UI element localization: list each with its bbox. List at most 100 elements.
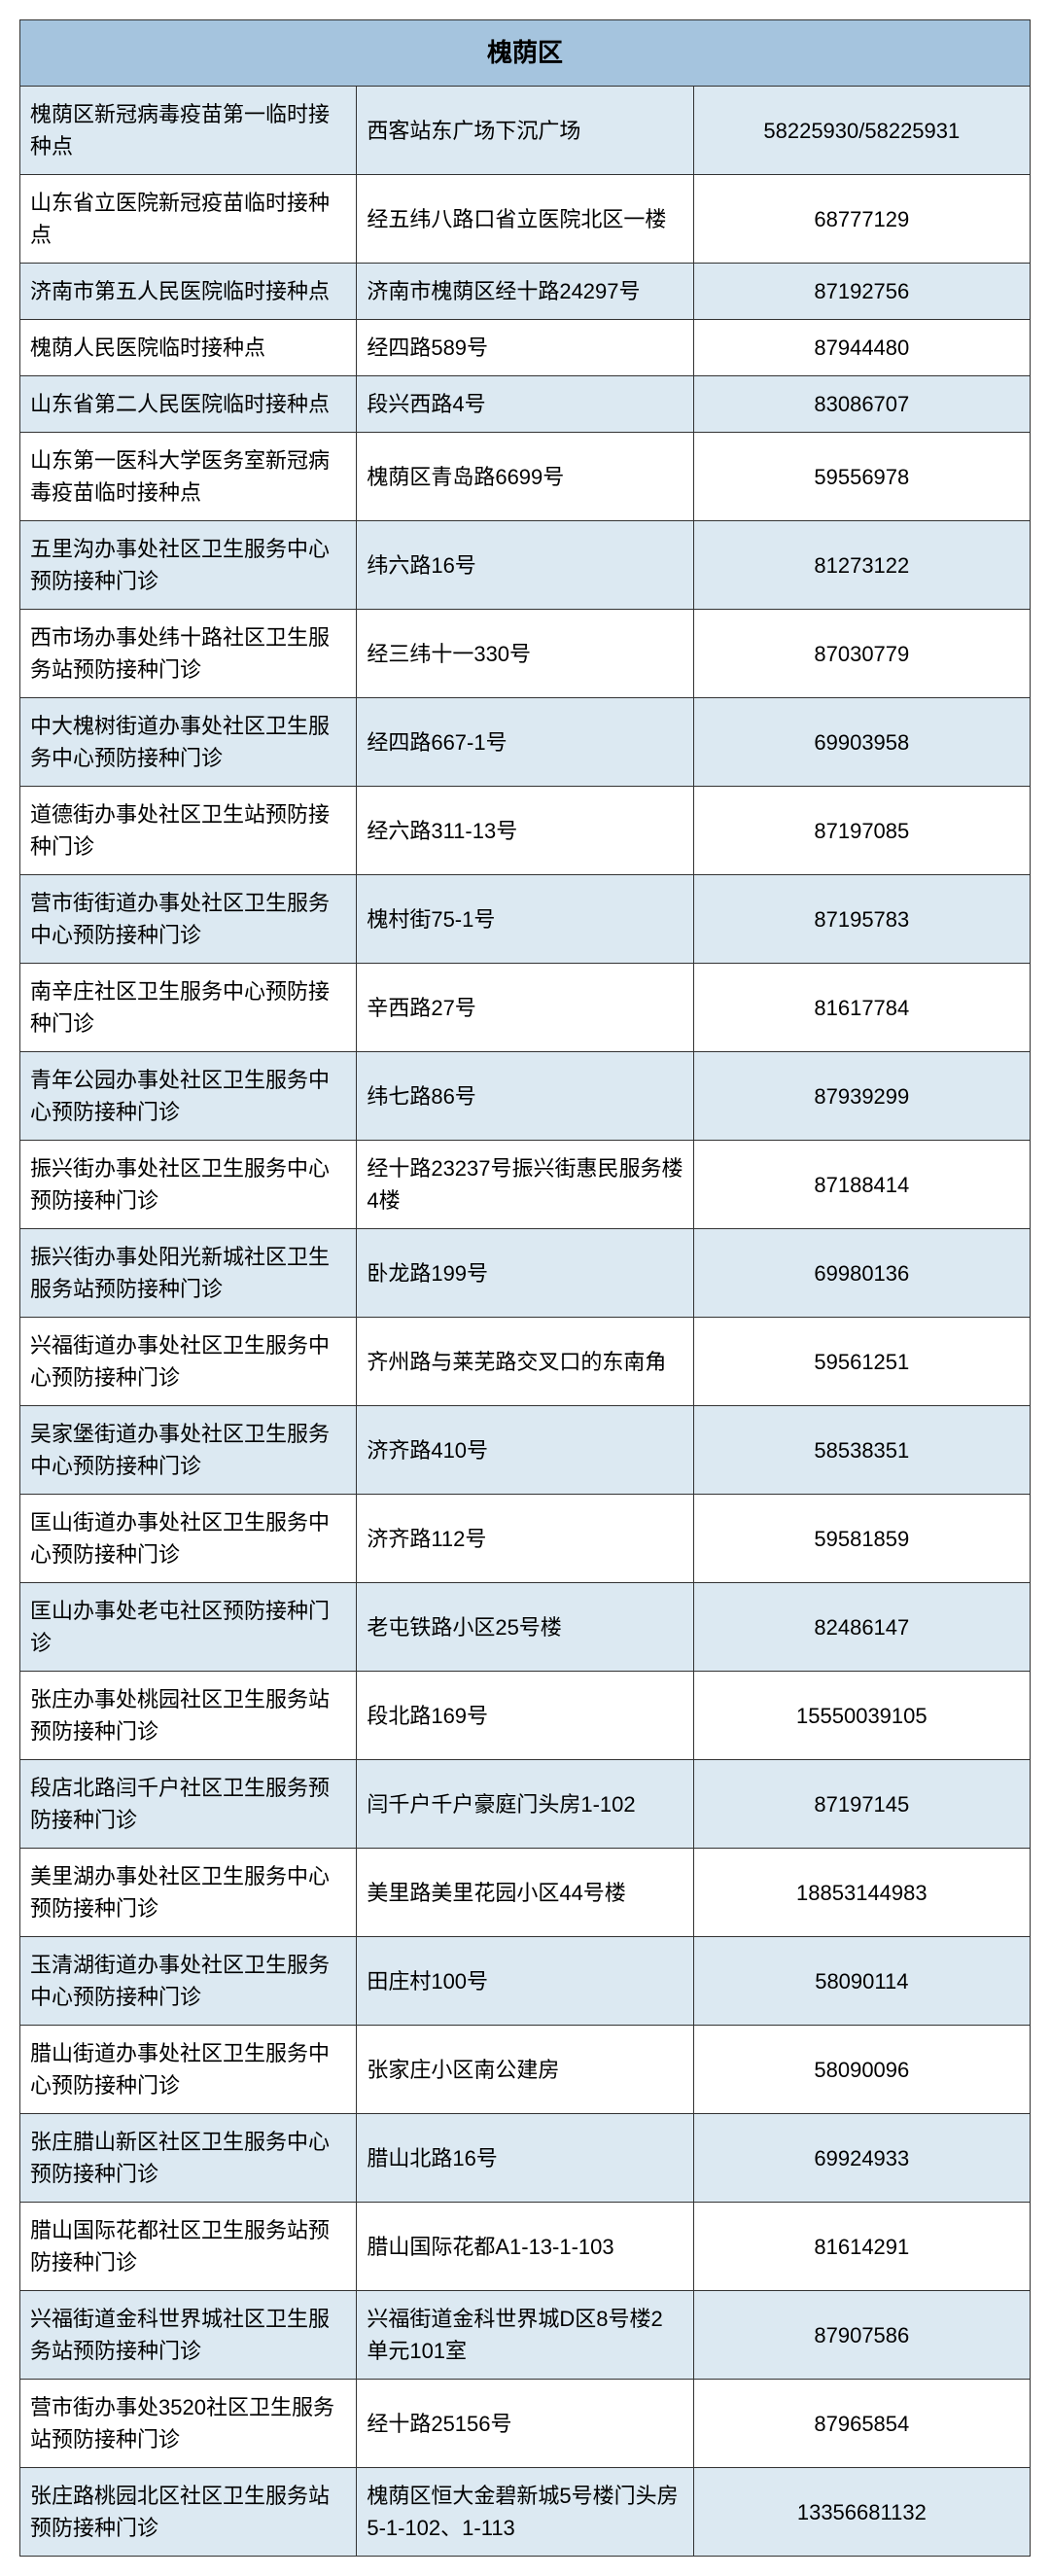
site-phone-cell: 87197145 (693, 1760, 1030, 1849)
site-address-cell: 段北路169号 (357, 1672, 693, 1760)
site-phone-cell: 59581859 (693, 1495, 1030, 1583)
table-row: 玉清湖街道办事处社区卫生服务中心预防接种门诊田庄村100号58090114 (20, 1937, 1031, 2026)
site-phone-cell: 83086707 (693, 376, 1030, 433)
site-phone-cell: 69903958 (693, 698, 1030, 787)
table-row: 槐荫区新冠病毒疫苗第一临时接种点西客站东广场下沉广场58225930/58225… (20, 87, 1031, 175)
site-address-cell: 纬七路86号 (357, 1052, 693, 1141)
site-name-cell: 美里湖办事处社区卫生服务中心预防接种门诊 (20, 1849, 357, 1937)
table-row: 青年公园办事处社区卫生服务中心预防接种门诊纬七路86号87939299 (20, 1052, 1031, 1141)
table-row: 中大槐树街道办事处社区卫生服务中心预防接种门诊经四路667-1号69903958 (20, 698, 1031, 787)
table-header-row: 槐荫区 (20, 20, 1031, 87)
site-name-cell: 段店北路闫千户社区卫生服务预防接种门诊 (20, 1760, 357, 1849)
site-phone-cell: 58090096 (693, 2026, 1030, 2114)
site-phone-cell: 18853144983 (693, 1849, 1030, 1937)
site-name-cell: 腊山街道办事处社区卫生服务中心预防接种门诊 (20, 2026, 357, 2114)
site-phone-cell: 87907586 (693, 2291, 1030, 2380)
table-row: 段店北路闫千户社区卫生服务预防接种门诊闫千户千户豪庭门头房1-102871971… (20, 1760, 1031, 1849)
site-name-cell: 营市街办事处3520社区卫生服务站预防接种门诊 (20, 2380, 357, 2468)
site-phone-cell: 82486147 (693, 1583, 1030, 1672)
site-phone-cell: 81273122 (693, 521, 1030, 610)
site-phone-cell: 59561251 (693, 1318, 1030, 1406)
site-phone-cell: 13356681132 (693, 2468, 1030, 2557)
site-address-cell: 腊山国际花都A1-13-1-103 (357, 2203, 693, 2291)
site-address-cell: 经三纬十一330号 (357, 610, 693, 698)
site-name-cell: 中大槐树街道办事处社区卫生服务中心预防接种门诊 (20, 698, 357, 787)
site-address-cell: 经十路25156号 (357, 2380, 693, 2468)
table-row: 兴福街道金科世界城社区卫生服务站预防接种门诊兴福街道金科世界城D区8号楼2单元1… (20, 2291, 1031, 2380)
site-address-cell: 经四路589号 (357, 320, 693, 376)
site-address-cell: 卧龙路199号 (357, 1229, 693, 1318)
site-name-cell: 槐荫区新冠病毒疫苗第一临时接种点 (20, 87, 357, 175)
table-row: 张庄办事处桃园社区卫生服务站预防接种门诊段北路169号15550039105 (20, 1672, 1031, 1760)
table-row: 张庄路桃园北区社区卫生服务站预防接种门诊槐荫区恒大金碧新城5号楼门头房5-1-1… (20, 2468, 1031, 2557)
table-row: 槐荫人民医院临时接种点经四路589号87944480 (20, 320, 1031, 376)
site-address-cell: 腊山北路16号 (357, 2114, 693, 2203)
table-body: 槐荫区新冠病毒疫苗第一临时接种点西客站东广场下沉广场58225930/58225… (20, 87, 1031, 2557)
site-address-cell: 槐荫区恒大金碧新城5号楼门头房5-1-102、1-113 (357, 2468, 693, 2557)
table-row: 西市场办事处纬十路社区卫生服务站预防接种门诊经三纬十一330号87030779 (20, 610, 1031, 698)
site-address-cell: 西客站东广场下沉广场 (357, 87, 693, 175)
table-row: 张庄腊山新区社区卫生服务中心预防接种门诊腊山北路16号69924933 (20, 2114, 1031, 2203)
table-row: 山东第一医科大学医务室新冠病毒疫苗临时接种点槐荫区青岛路6699号5955697… (20, 433, 1031, 521)
table-row: 营市街街道办事处社区卫生服务中心预防接种门诊槐村街75-1号87195783 (20, 875, 1031, 964)
site-name-cell: 道德街办事处社区卫生站预防接种门诊 (20, 787, 357, 875)
site-name-cell: 兴福街道办事处社区卫生服务中心预防接种门诊 (20, 1318, 357, 1406)
site-address-cell: 济南市槐荫区经十路24297号 (357, 264, 693, 320)
site-phone-cell: 87965854 (693, 2380, 1030, 2468)
site-address-cell: 齐州路与莱芜路交叉口的东南角 (357, 1318, 693, 1406)
site-address-cell: 槐村街75-1号 (357, 875, 693, 964)
site-phone-cell: 58225930/58225931 (693, 87, 1030, 175)
site-address-cell: 老屯铁路小区25号楼 (357, 1583, 693, 1672)
site-address-cell: 辛西路27号 (357, 964, 693, 1052)
site-address-cell: 张家庄小区南公建房 (357, 2026, 693, 2114)
site-name-cell: 济南市第五人民医院临时接种点 (20, 264, 357, 320)
site-address-cell: 经六路311-13号 (357, 787, 693, 875)
site-phone-cell: 87195783 (693, 875, 1030, 964)
site-name-cell: 西市场办事处纬十路社区卫生服务站预防接种门诊 (20, 610, 357, 698)
site-phone-cell: 81617784 (693, 964, 1030, 1052)
site-name-cell: 振兴街办事处阳光新城社区卫生服务站预防接种门诊 (20, 1229, 357, 1318)
table-row: 美里湖办事处社区卫生服务中心预防接种门诊美里路美里花园小区44号楼1885314… (20, 1849, 1031, 1937)
site-name-cell: 青年公园办事处社区卫生服务中心预防接种门诊 (20, 1052, 357, 1141)
table-row: 山东省立医院新冠疫苗临时接种点经五纬八路口省立医院北区一楼68777129 (20, 175, 1031, 264)
site-address-cell: 济齐路410号 (357, 1406, 693, 1495)
table-row: 五里沟办事处社区卫生服务中心预防接种门诊纬六路16号81273122 (20, 521, 1031, 610)
table-row: 南辛庄社区卫生服务中心预防接种门诊辛西路27号81617784 (20, 964, 1031, 1052)
site-phone-cell: 87197085 (693, 787, 1030, 875)
site-address-cell: 槐荫区青岛路6699号 (357, 433, 693, 521)
table-container: 槐荫区 槐荫区新冠病毒疫苗第一临时接种点西客站东广场下沉广场58225930/5… (19, 19, 1031, 2557)
table-row: 腊山街道办事处社区卫生服务中心预防接种门诊张家庄小区南公建房58090096 (20, 2026, 1031, 2114)
table-row: 济南市第五人民医院临时接种点济南市槐荫区经十路24297号87192756 (20, 264, 1031, 320)
site-phone-cell: 15550039105 (693, 1672, 1030, 1760)
site-address-cell: 兴福街道金科世界城D区8号楼2单元101室 (357, 2291, 693, 2380)
vaccination-sites-table: 槐荫区 槐荫区新冠病毒疫苗第一临时接种点西客站东广场下沉广场58225930/5… (19, 19, 1031, 2557)
site-phone-cell: 87188414 (693, 1141, 1030, 1229)
table-row: 匡山街道办事处社区卫生服务中心预防接种门诊济齐路112号59581859 (20, 1495, 1031, 1583)
site-phone-cell: 59556978 (693, 433, 1030, 521)
site-address-cell: 美里路美里花园小区44号楼 (357, 1849, 693, 1937)
site-name-cell: 吴家堡街道办事处社区卫生服务中心预防接种门诊 (20, 1406, 357, 1495)
table-title: 槐荫区 (20, 20, 1031, 87)
site-phone-cell: 87939299 (693, 1052, 1030, 1141)
site-address-cell: 经四路667-1号 (357, 698, 693, 787)
site-name-cell: 玉清湖街道办事处社区卫生服务中心预防接种门诊 (20, 1937, 357, 2026)
site-name-cell: 匡山街道办事处社区卫生服务中心预防接种门诊 (20, 1495, 357, 1583)
site-name-cell: 张庄办事处桃园社区卫生服务站预防接种门诊 (20, 1672, 357, 1760)
site-name-cell: 张庄腊山新区社区卫生服务中心预防接种门诊 (20, 2114, 357, 2203)
site-phone-cell: 58090114 (693, 1937, 1030, 2026)
site-address-cell: 济齐路112号 (357, 1495, 693, 1583)
table-row: 道德街办事处社区卫生站预防接种门诊经六路311-13号87197085 (20, 787, 1031, 875)
site-address-cell: 段兴西路4号 (357, 376, 693, 433)
table-row: 吴家堡街道办事处社区卫生服务中心预防接种门诊济齐路410号58538351 (20, 1406, 1031, 1495)
table-row: 兴福街道办事处社区卫生服务中心预防接种门诊齐州路与莱芜路交叉口的东南角59561… (20, 1318, 1031, 1406)
site-phone-cell: 58538351 (693, 1406, 1030, 1495)
table-row: 山东省第二人民医院临时接种点段兴西路4号83086707 (20, 376, 1031, 433)
site-name-cell: 振兴街办事处社区卫生服务中心预防接种门诊 (20, 1141, 357, 1229)
site-phone-cell: 69924933 (693, 2114, 1030, 2203)
site-phone-cell: 81614291 (693, 2203, 1030, 2291)
site-name-cell: 槐荫人民医院临时接种点 (20, 320, 357, 376)
site-name-cell: 兴福街道金科世界城社区卫生服务站预防接种门诊 (20, 2291, 357, 2380)
site-name-cell: 张庄路桃园北区社区卫生服务站预防接种门诊 (20, 2468, 357, 2557)
site-name-cell: 腊山国际花都社区卫生服务站预防接种门诊 (20, 2203, 357, 2291)
site-name-cell: 山东第一医科大学医务室新冠病毒疫苗临时接种点 (20, 433, 357, 521)
